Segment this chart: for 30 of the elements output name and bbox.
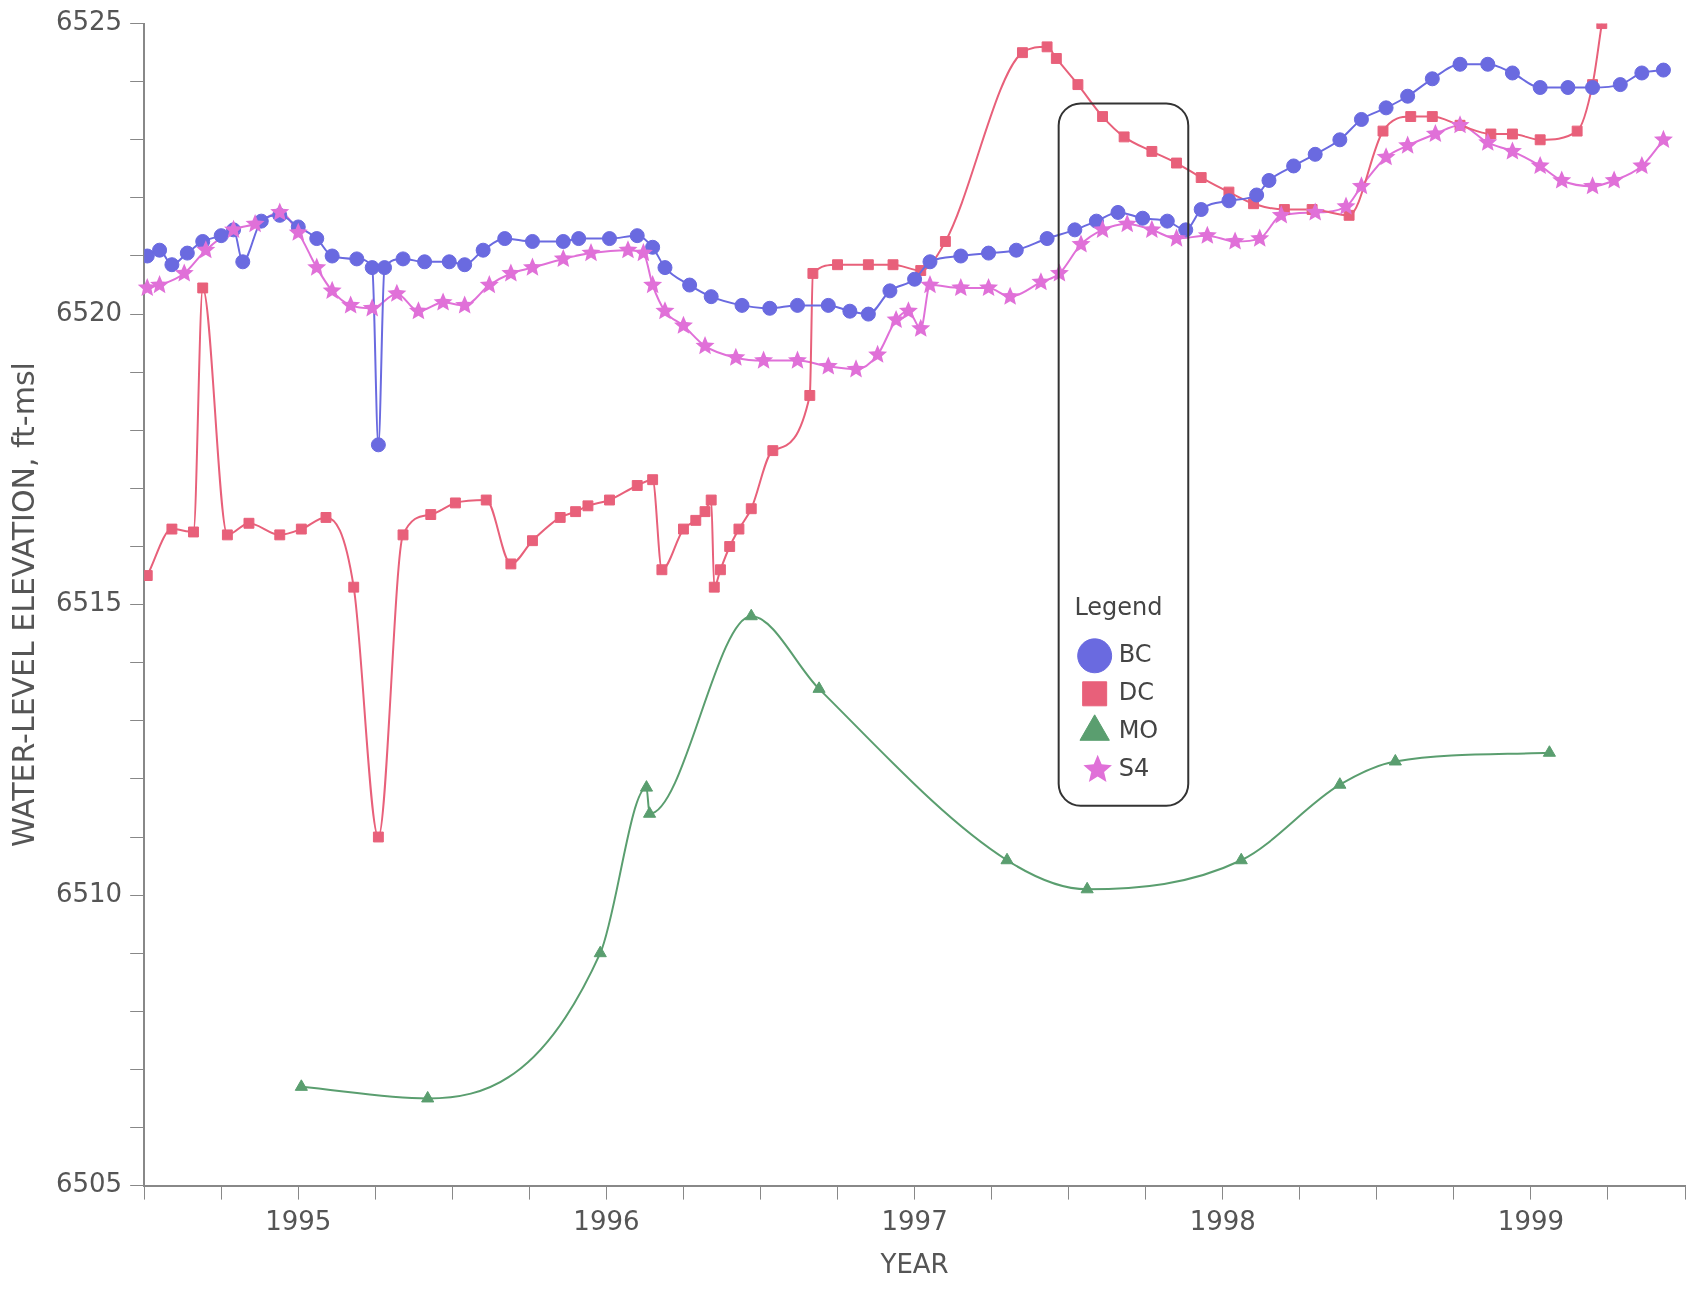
point	[1000, 852, 1014, 865]
y-tick-label: 6510	[56, 877, 123, 908]
x-tick-label: 1999	[1497, 1205, 1564, 1236]
legend-title: Legend	[1074, 593, 1163, 622]
x-tick-label: 1995	[265, 1205, 332, 1236]
point	[1388, 753, 1402, 766]
point	[294, 1079, 308, 1091]
point	[1234, 852, 1248, 865]
x-tick-label: 1996	[573, 1205, 640, 1236]
y-tick-label: 6515	[56, 587, 123, 618]
x-axis-title: YEAR	[879, 1249, 949, 1280]
legend-label: S4	[1118, 754, 1150, 783]
y-tick-label: 6520	[56, 296, 123, 327]
y-tick-label: 6525	[56, 6, 123, 37]
legend-label: MO	[1118, 716, 1159, 745]
legend-label: BC	[1118, 640, 1152, 669]
x-tick-label: 1997	[881, 1205, 948, 1236]
point	[593, 945, 607, 958]
x-tick-label: 1998	[1189, 1205, 1256, 1236]
point	[744, 608, 758, 621]
point	[812, 681, 826, 693]
point	[1333, 777, 1347, 789]
point	[1542, 745, 1556, 757]
point	[1080, 881, 1094, 894]
legend-label: DC	[1118, 678, 1154, 707]
y-tick-label: 6505	[56, 1168, 123, 1199]
point	[639, 780, 654, 792]
point	[643, 806, 657, 818]
point	[421, 1090, 435, 1103]
y-axis-title: WATER-LEVEL ELEVATION, ft-msl	[5, 362, 41, 848]
